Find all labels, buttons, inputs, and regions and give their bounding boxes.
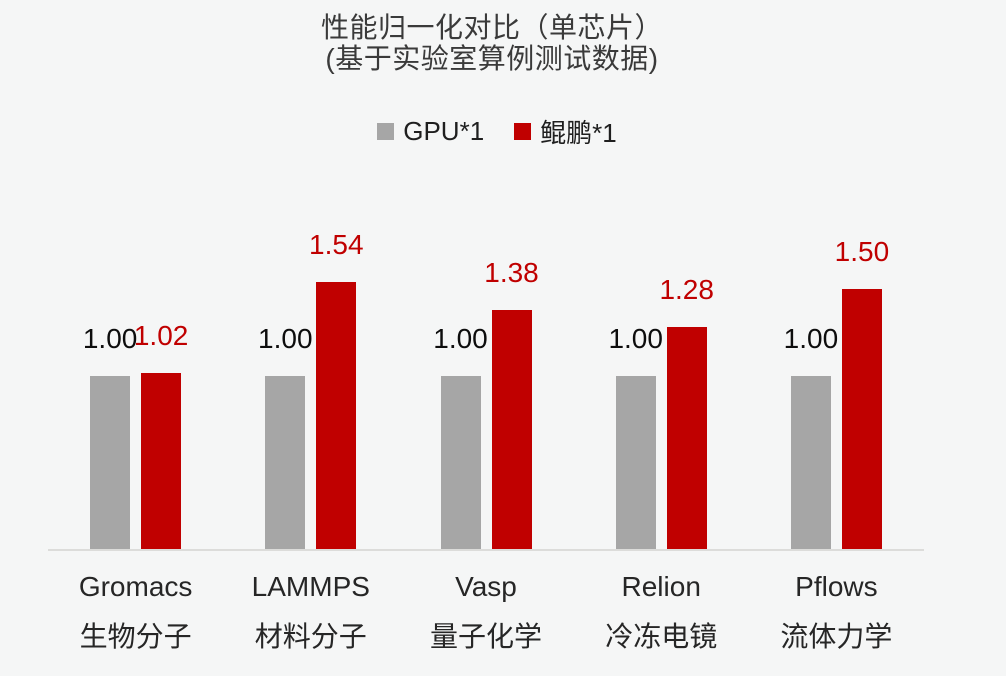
bar-value-text: 1.38 — [484, 257, 539, 288]
bar-group-relion: 1.00 1.28 — [574, 274, 749, 550]
bar-column-gpu: 1.00 — [83, 323, 138, 550]
bar-value-label-kunpeng: 1.54 — [309, 229, 364, 261]
category-cell-relion: Relion 冷冻电镜 — [574, 570, 749, 654]
bar-group-lammps: 1.00 1.54 — [223, 229, 398, 550]
category-cell-vasp: Vasp 量子化学 — [398, 570, 573, 654]
chart-subtitle: (基于实验室算例测试数据) — [325, 43, 659, 74]
bar-gpu — [440, 376, 481, 550]
bar-value-label-gpu: 1.00 — [83, 323, 138, 355]
bar-value-text: 1.50 — [834, 236, 890, 267]
category-cell-lammps: LAMMPS 材料分子 — [223, 570, 398, 654]
bar-column-gpu: 1.00 — [784, 323, 839, 550]
category-label: Relion — [621, 571, 701, 602]
x-axis-line — [48, 549, 924, 551]
bar-kunpeng — [141, 373, 182, 550]
bar-value-text: 1.00 — [608, 323, 663, 354]
bar-value-label-gpu: 1.00 — [433, 323, 488, 355]
bar-column-kunpeng: 1.38 — [484, 257, 539, 550]
bar-gpu — [90, 376, 131, 550]
bar-value-text: 1.00 — [258, 323, 313, 354]
bar-value-label-gpu: 1.00 — [784, 323, 839, 355]
bar-kunpeng — [841, 289, 882, 550]
bar-column-kunpeng: 1.54 — [309, 229, 364, 550]
bar-gpu — [265, 376, 306, 550]
chart-title: 性能归一化对比（单芯片） — [320, 12, 663, 43]
bar-column-gpu: 1.00 — [608, 323, 663, 550]
bar-value-text: 1.00 — [82, 323, 138, 354]
category-label: Vasp — [455, 571, 517, 602]
legend-swatch-kunpeng — [514, 123, 532, 140]
bar-group-pflows: 1.00 1.50 — [749, 236, 924, 550]
bar-column-kunpeng: 1.02 — [134, 320, 189, 550]
bar-value-label-kunpeng: 1.38 — [484, 257, 539, 289]
category-sublabel: 材料分子 — [254, 621, 367, 652]
bar-value-text: 1.28 — [659, 274, 714, 305]
bar-value-label-kunpeng: 1.50 — [835, 236, 890, 268]
category-label: Pflows — [795, 571, 878, 602]
bar-kunpeng — [316, 282, 357, 550]
legend-item-gpu: GPU*1 — [377, 116, 484, 147]
category-cell-gromacs: Gromacs 生物分子 — [48, 570, 223, 654]
bar-value-label-gpu: 1.00 — [258, 323, 313, 355]
bar-value-label-gpu: 1.00 — [608, 323, 663, 355]
bar-gpu — [615, 376, 656, 550]
category-label: Gromacs — [78, 571, 193, 602]
bar-value-text: 1.54 — [309, 229, 364, 260]
category-cell-pflows: Pflows 流体力学 — [749, 570, 924, 654]
category-sublabel: 冷冻电镜 — [605, 621, 718, 652]
bar-group-gromacs: 1.00 1.02 — [48, 320, 223, 550]
legend-swatch-gpu — [377, 123, 395, 140]
bar-column-kunpeng: 1.28 — [659, 274, 714, 550]
bar-column-kunpeng: 1.50 — [835, 236, 890, 550]
category-sublabel: 生物分子 — [79, 621, 192, 652]
bar-column-gpu: 1.00 — [433, 323, 488, 550]
bar-value-text: 1.00 — [783, 323, 839, 354]
bar-value-label-kunpeng: 1.02 — [134, 320, 189, 352]
chart-title-block: 性能归一化对比（单芯片） (基于实验室算例测试数据) — [0, 12, 995, 74]
category-sublabel: 流体力学 — [780, 621, 893, 652]
bar-value-label-kunpeng: 1.28 — [659, 274, 714, 306]
bar-kunpeng — [491, 310, 532, 550]
bar-gpu — [790, 376, 831, 550]
bar-group-vasp: 1.00 1.38 — [398, 257, 573, 550]
plot-area: 1.00 1.02 1.00 1.54 1.00 1.38 1.00 1.28 1.00 1.50 — [48, 229, 924, 550]
legend-label-kunpeng: 鲲鹏*1 — [540, 118, 617, 148]
bar-column-gpu: 1.00 — [258, 323, 313, 550]
bar-value-text: 1.00 — [433, 323, 488, 354]
legend-label-gpu: GPU*1 — [403, 116, 485, 146]
bar-kunpeng — [666, 327, 707, 550]
legend-item-kunpeng: 鲲鹏*1 — [514, 113, 617, 150]
bar-value-text: 1.02 — [133, 320, 189, 351]
category-sublabel: 量子化学 — [430, 621, 543, 652]
category-label: LAMMPS — [251, 571, 370, 602]
category-axis-labels: Gromacs 生物分子 LAMMPS 材料分子 Vasp 量子化学 Relion 冷冻电镜 P… — [48, 570, 924, 654]
chart-legend: GPU*1 鲲鹏*1 — [0, 113, 1000, 150]
